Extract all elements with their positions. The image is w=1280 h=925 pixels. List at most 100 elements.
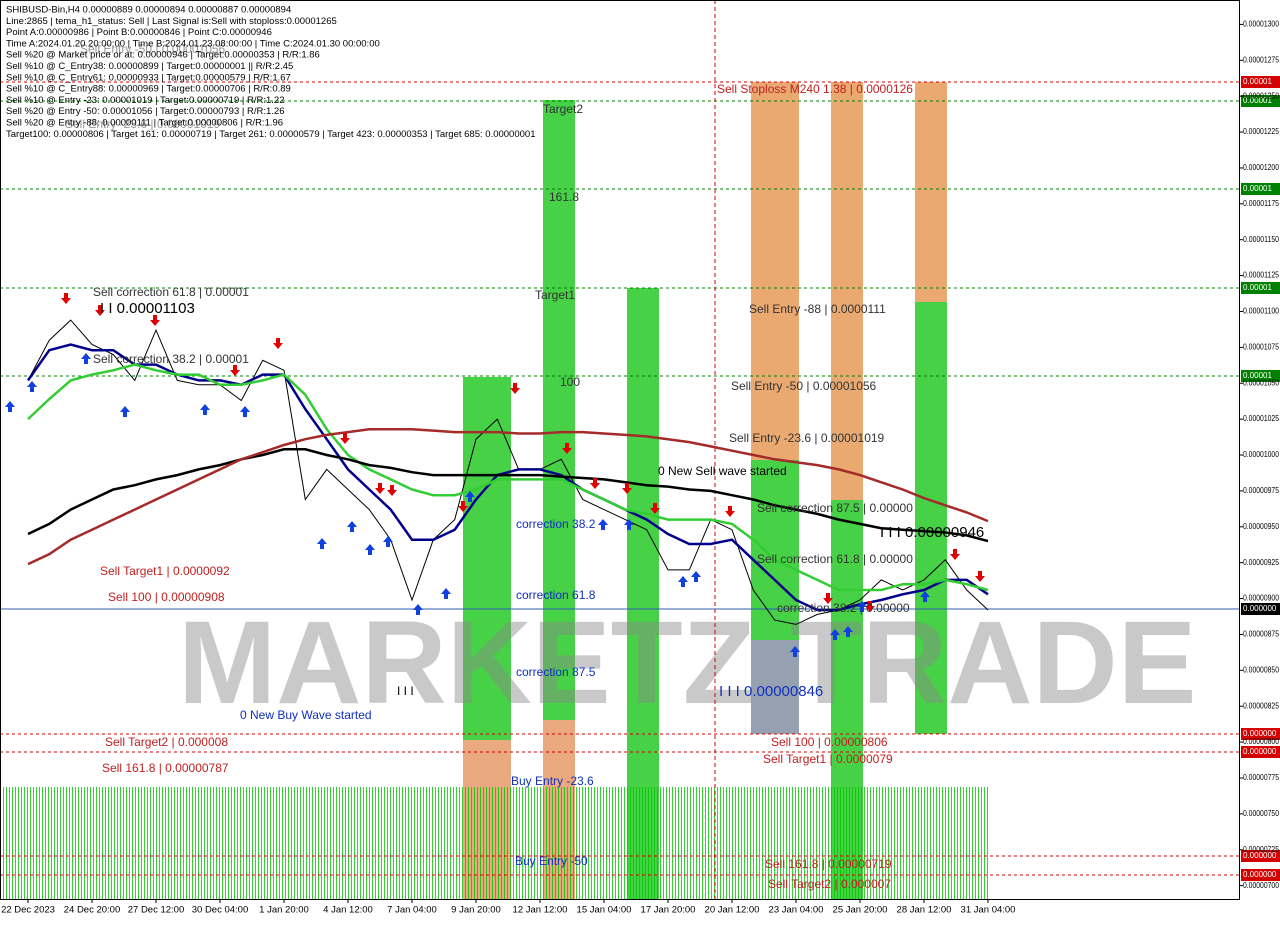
x-tick-label: 31 Jan 04:00 — [961, 905, 1016, 916]
y-tick-label: 0.00001100 — [1243, 307, 1279, 316]
price-tag-box — [1241, 869, 1280, 881]
price-tag: 0.000000 — [1243, 604, 1277, 613]
sell-arrow — [61, 293, 71, 304]
header-line: Sell %10 @ Entry -23: 0.00001019 | Targe… — [6, 95, 284, 106]
sell-arrow — [975, 571, 985, 582]
y-tick-label: 0.00000825 — [1243, 701, 1279, 710]
x-tick-label: 22 Dec 2023 — [1, 905, 55, 916]
annotation: Sell Entry -50 | 0.00001056 — [80, 42, 226, 56]
annotation: Sell correction 38.2 | 0.00001 — [93, 352, 249, 366]
price-tag: 0.00001 — [1243, 283, 1272, 292]
plot — [26, 319, 989, 625]
price-tag-box — [1241, 282, 1280, 294]
buy-arrow — [27, 381, 37, 392]
annotation: correction 61.8 — [516, 588, 596, 602]
annotation: I I I 0.00000946 — [880, 524, 984, 541]
header-line: Sell %10 @ C_Entry61: 0.00000933 | Targe… — [6, 72, 291, 83]
sell-arrow — [458, 501, 468, 512]
sell-arrow — [823, 593, 833, 604]
series-line — [27, 448, 989, 543]
plot-frame — [0, 0, 1240, 900]
header-line: Sell %20 @ Entry -88: 0.00000111 | Targe… — [6, 118, 283, 129]
price-tag-box — [1241, 76, 1280, 88]
annotation: Sell 161.8 | 0.00000719 — [765, 857, 892, 871]
zone — [831, 82, 863, 500]
price-tag-box — [1241, 728, 1280, 740]
price-tag: 0.00001 — [1243, 96, 1272, 105]
price-tag-box — [1241, 603, 1280, 615]
buy-arrow — [830, 629, 840, 640]
signals — [5, 293, 985, 657]
series-line — [26, 343, 989, 612]
x-tick-label: 27 Dec 12:00 — [128, 905, 185, 916]
price-tag: 0.000000 — [1243, 851, 1277, 860]
header-line: Line:2865 | tema_h1_status: Sell | Last … — [6, 16, 337, 27]
header-line: Time A:2024.01.20 20:00:00 | Time B:2024… — [6, 38, 380, 49]
y-tick-label: 0.00001175 — [1243, 199, 1279, 208]
y-tick-label: 0.00000700 — [1243, 881, 1279, 890]
annotation: 100 — [560, 375, 580, 389]
header-line: Sell %20 @ Entry -50: 0.00001056 | Targe… — [6, 106, 284, 117]
sell-arrow — [650, 503, 660, 514]
annotation: 161.8 — [549, 190, 579, 204]
sell-arrow — [375, 483, 385, 494]
annotation: 0 New Buy Wave started — [240, 708, 372, 722]
y-tick-label: 0.00000775 — [1243, 773, 1279, 782]
buy-arrow — [857, 601, 867, 612]
y-tick-label: 0.00001250 — [1243, 91, 1279, 100]
y-tick-label: 0.00001125 — [1243, 271, 1279, 280]
x-tick-label: 1 Jan 20:00 — [259, 905, 309, 916]
sell-arrow — [562, 443, 572, 454]
sell-arrow — [865, 601, 875, 612]
annotation: Sell 161.8 | 0.00000787 — [102, 761, 229, 775]
buy-arrow — [678, 576, 688, 587]
annotation: Sell Target1 | 0.0000092 — [100, 564, 230, 578]
x-tick-label: 25 Jan 20:00 — [833, 905, 888, 916]
x-tick-label: 23 Jan 04:00 — [769, 905, 824, 916]
price-tag-box — [1241, 95, 1280, 107]
annotation: I I 0.00001103 — [100, 300, 195, 317]
sell-arrow — [150, 315, 160, 326]
sell-arrow — [340, 433, 350, 444]
y-tick-label: 0.00000850 — [1243, 665, 1279, 674]
annotation: Buy Entry -23.6 — [511, 774, 594, 788]
y-tick-label: 0.00001000 — [1243, 450, 1279, 459]
annotation: 0 New Sell wave started — [658, 464, 787, 478]
annotation: Sell Entry -23.6 | 0.00001019 — [65, 117, 221, 131]
annotation: Sell Target2 | 0.000008 — [105, 735, 228, 749]
y-tick-label: 0.00000975 — [1243, 486, 1279, 495]
zone — [751, 460, 799, 640]
buy-arrow — [5, 401, 15, 412]
buy-arrow — [347, 521, 357, 532]
y-tick-label: 0.00001200 — [1243, 163, 1279, 172]
annotation: Sell correction 61.8 | 0.00000 — [757, 552, 913, 566]
watermark-text: MARKETZ — [178, 597, 755, 729]
sell-arrow — [95, 305, 105, 316]
y-tick-label: 0.00000725 — [1243, 845, 1279, 854]
y-tick-label: 0.00000875 — [1243, 630, 1279, 639]
annotation: correction 87.5 — [516, 665, 596, 679]
annotation: Sell correction 87.5 | 0.00000 — [757, 501, 913, 515]
annotation: Target1 — [535, 288, 575, 302]
zone — [751, 82, 799, 460]
annotation: Sell 100 | 0.00000806 — [771, 735, 888, 749]
buy-arrow — [413, 604, 423, 615]
header: SHIBUSD-Bin,H4 0.00000889 0.00000894 0.0… — [6, 5, 535, 140]
sell-arrow — [387, 485, 397, 496]
buy-arrow — [920, 591, 930, 602]
annotation: Sell Entry -50 | 0.00001056 — [731, 379, 877, 393]
annotation: Sell Entry -88 | 0.0000111 — [749, 302, 886, 316]
annotation: I I I — [397, 684, 414, 698]
price-tag: 0.000000 — [1243, 870, 1277, 879]
buy-arrow — [240, 406, 250, 417]
annotation: correction 38.2 | 0.00000 — [777, 601, 910, 615]
y-tick-label: 0.00000950 — [1243, 522, 1279, 531]
header-line: Sell %10 @ C_Entry38: 0.00000899 | Targe… — [6, 61, 293, 72]
header-line: Point A:0.00000986 | Point B:0.00000846 … — [6, 27, 272, 38]
buy-arrow — [843, 626, 853, 637]
x-tick-label: 9 Jan 20:00 — [451, 905, 501, 916]
y-tick-label: 0.00000800 — [1243, 737, 1279, 746]
zone — [543, 100, 575, 720]
y-tick-label: 0.00001025 — [1243, 414, 1279, 423]
